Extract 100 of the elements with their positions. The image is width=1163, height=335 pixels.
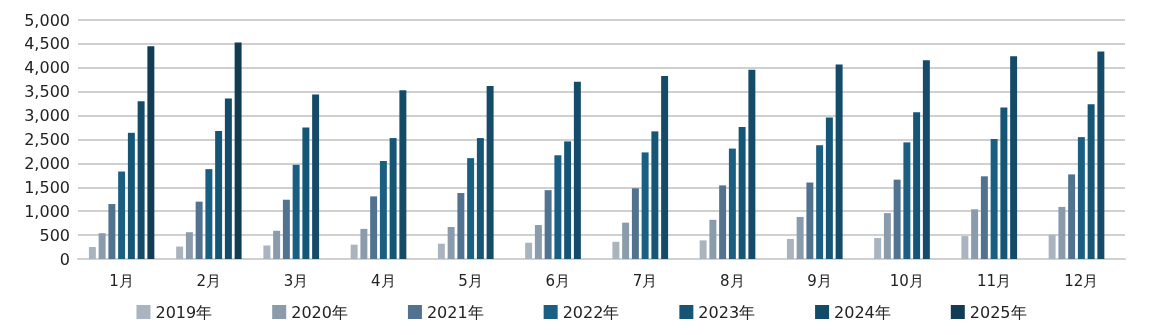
bar [108,204,116,259]
x-tick-label: 9月 [807,271,832,290]
bar [883,213,891,259]
y-tick-label: 2,500 [24,130,70,149]
bar [195,201,203,259]
bar [447,226,455,259]
bar [728,148,736,259]
legend-label: 2019年 [155,302,213,322]
bar [661,75,669,259]
bar [437,243,445,259]
x-tick-label: 8月 [720,271,745,290]
legend-label: 2021年 [426,302,484,322]
bar [98,233,106,259]
y-tick-label: 1,000 [24,201,70,221]
bar [641,152,649,259]
x-tick-label: 1月 [109,271,134,290]
legend-label: 2025年 [969,302,1027,322]
bar [913,112,921,259]
bar [282,199,290,259]
bar [709,219,717,259]
bar [990,139,998,259]
bar [825,117,833,259]
bar [1068,174,1076,259]
bar [835,64,843,259]
bar [147,46,155,259]
bar [118,171,126,259]
bar [476,138,484,259]
bar [903,142,911,259]
bar [961,236,969,259]
bar [699,240,707,259]
bar [457,193,465,259]
bar [738,127,746,259]
y-tick-label: 3,500 [24,82,70,102]
bar [127,132,135,259]
bar [874,237,882,259]
bar [1087,104,1095,259]
bar [525,242,533,259]
bar [612,241,620,259]
legend-label: 2022年 [562,302,620,322]
bar [922,60,930,259]
x-tick-label: 7月 [632,271,658,290]
bar [573,81,581,259]
bar [651,131,659,259]
legend-label: 2024年 [834,302,891,322]
bar [980,176,988,259]
bar [1058,206,1066,259]
x-tick-label: 11月 [977,271,1012,290]
x-tick-label: 10月 [889,271,924,290]
bar [389,138,397,259]
x-tick-label: 12月 [1064,271,1099,290]
bar [1048,234,1056,259]
x-tick-label: 2月 [196,271,222,290]
bar [786,238,794,259]
bar [215,130,223,259]
bar [544,190,552,259]
bar [554,155,562,259]
bar [224,98,232,259]
bar [263,245,271,259]
bar [622,222,630,259]
legend-label: 2023年 [698,302,756,322]
x-tick-label: 6月 [545,271,571,290]
bar [719,185,727,259]
bar [806,182,814,259]
bar [88,247,96,259]
bar [1010,56,1018,259]
bar [302,127,310,259]
bar [467,158,475,259]
x-tick-label: 5月 [458,271,483,290]
legend-label: 2020年 [291,302,348,322]
bar [971,209,979,259]
bar [893,179,901,259]
bar [273,230,281,259]
y-tick-label: 4,500 [24,34,70,54]
bar [137,101,145,259]
y-tick-label: 2,000 [24,153,70,173]
bar [1000,107,1008,259]
bar [399,90,407,259]
bar [234,42,242,259]
bar [185,232,193,259]
bar [205,169,213,259]
bar [360,228,368,259]
bar [534,225,542,259]
y-tick-label: 500 [39,225,70,245]
y-tick-label: 3,000 [24,106,70,126]
y-tick-label: 4,000 [24,58,70,78]
y-tick-label: 0 [59,249,70,269]
bar [379,161,387,259]
bar [796,216,804,259]
bar [370,196,378,259]
x-tick-label: 4月 [371,271,396,290]
bar [176,246,184,259]
y-tick-label: 5,000 [24,10,70,30]
x-tick-label: 3月 [283,271,309,290]
bar [748,69,756,259]
y-tick-label: 1,500 [24,177,70,197]
bar [486,85,494,259]
bar [292,164,300,259]
bar [631,188,639,259]
bar [312,94,320,259]
bar [1097,51,1105,259]
